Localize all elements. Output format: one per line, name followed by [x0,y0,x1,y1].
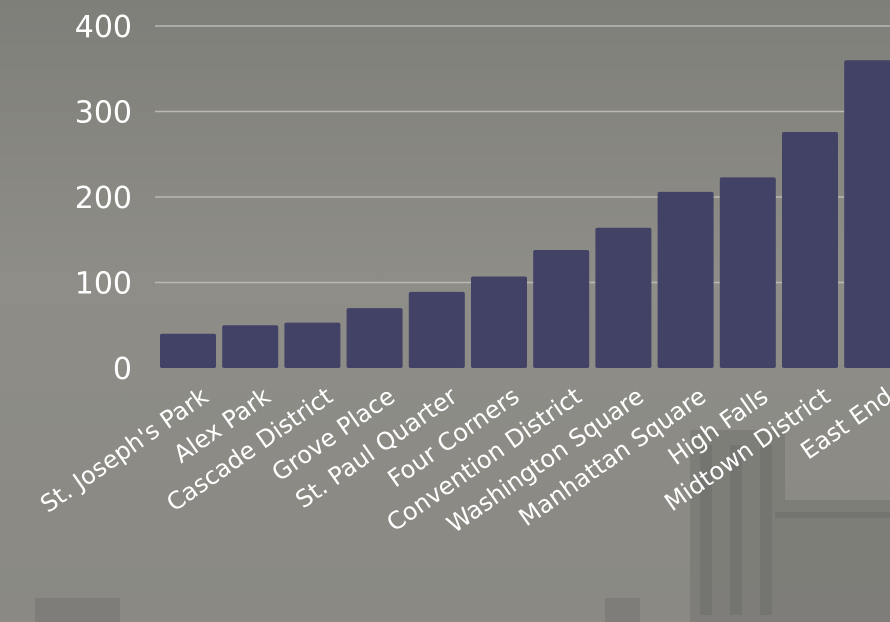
bar [595,227,652,368]
bar [222,325,279,368]
y-tick-label: 100 [75,267,132,302]
bar [346,308,403,368]
bar [408,291,465,368]
y-tick-label: 400 [75,10,132,45]
bar [782,132,838,368]
bar [284,322,341,368]
bar [471,276,527,368]
gridlines [155,25,890,284]
bars [160,60,890,368]
bar [844,60,890,368]
y-tick-label: 200 [75,181,132,216]
bar [160,333,216,368]
y-tick-label: 300 [75,96,132,131]
y-tick-label: 0 [113,352,132,387]
y-axis: 0 100 200 300 400 [75,10,132,387]
bar [719,177,776,368]
bar [657,191,714,368]
bar [533,250,590,368]
